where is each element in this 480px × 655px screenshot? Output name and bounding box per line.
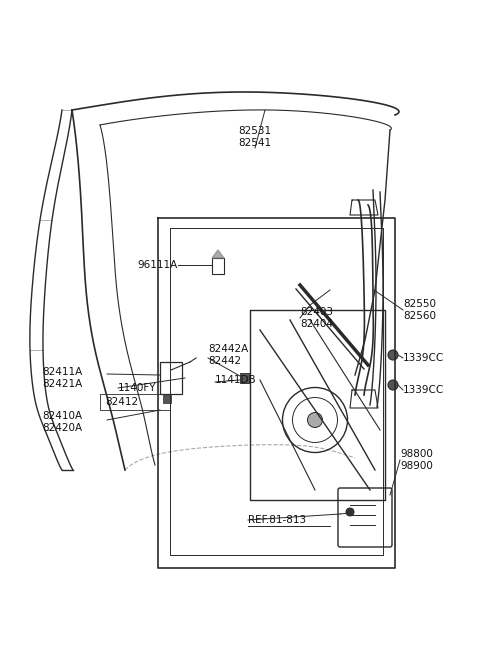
Bar [100, 394, 170, 410]
Bar [160, 362, 182, 394]
Text: 96111A: 96111A [138, 260, 178, 270]
Text: 82531
82541: 82531 82541 [239, 126, 272, 148]
Text: 82403
82404: 82403 82404 [300, 307, 333, 329]
Text: 82442A
82442: 82442A 82442 [208, 344, 248, 365]
Bar [212, 258, 224, 274]
Circle shape [388, 350, 398, 360]
Circle shape [346, 508, 354, 516]
Bar [240, 373, 250, 383]
Text: 82412: 82412 [105, 397, 138, 407]
Polygon shape [212, 250, 224, 258]
Text: 82411A
82421A: 82411A 82421A [42, 367, 82, 389]
Text: 1141DB: 1141DB [215, 375, 257, 385]
Text: 1140FY: 1140FY [118, 383, 156, 393]
Text: 82410A
82420A: 82410A 82420A [42, 411, 82, 433]
Text: 82550
82560: 82550 82560 [403, 299, 436, 321]
Bar [163, 395, 171, 403]
Text: REF.81-813: REF.81-813 [248, 515, 306, 525]
Text: 1339CC: 1339CC [403, 385, 444, 395]
Ellipse shape [308, 413, 323, 428]
Text: 1339CC: 1339CC [403, 353, 444, 363]
Text: 98800
98900: 98800 98900 [400, 449, 433, 471]
Circle shape [388, 380, 398, 390]
